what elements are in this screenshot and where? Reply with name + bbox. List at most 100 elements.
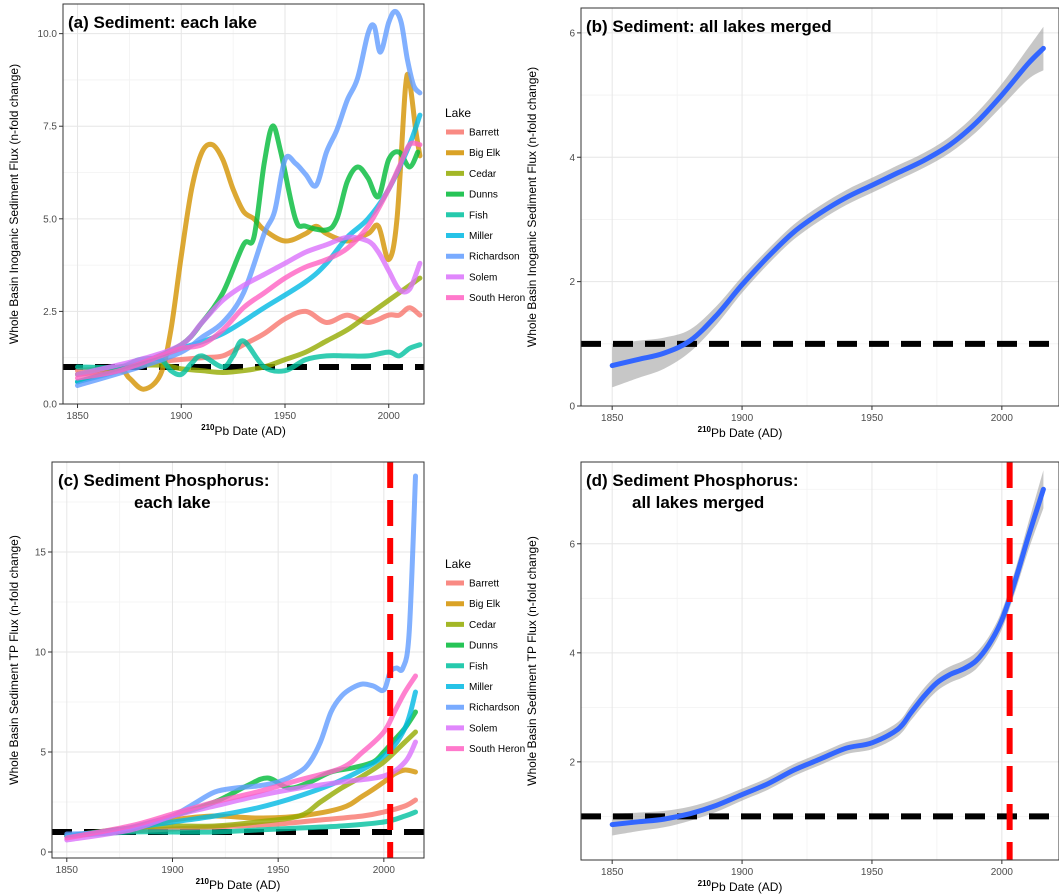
panel-d-grid — [581, 462, 1059, 860]
panel-c-series — [64, 473, 418, 843]
y-tick-label: 10 — [35, 648, 47, 659]
y-tick-label: 2 — [569, 277, 575, 288]
panel-a-frame — [62, 3, 425, 405]
legend-label-solem: Solem — [469, 723, 497, 734]
panel-c: 1850 1900 1950 2000 0 5 10 15 (c) Sediment Phos… — [7, 461, 525, 892]
panel-d-frame — [580, 461, 1059, 861]
panel-d-x-axis-title: 210Pb Date (AD) — [698, 879, 783, 894]
panel-d-title-line2: all lakes merged — [632, 493, 764, 512]
y-tick-label: 0.0 — [43, 400, 57, 411]
panel-c-ticks: 1850 1900 1950 2000 0 5 10 15 — [35, 548, 396, 877]
y-tick-label: 7.5 — [43, 122, 57, 133]
x-tick-label: 1900 — [731, 413, 754, 424]
panel-d-ticks: 1850 1900 1950 2000 2 4 6 — [569, 539, 1013, 878]
series-line-fish — [64, 809, 418, 839]
legend-label-fish: Fish — [469, 210, 488, 221]
legend-label-dunns: Dunns — [469, 190, 498, 201]
x-tick-label: 1850 — [601, 867, 624, 878]
panel-a-legend-title: Lake — [445, 106, 471, 120]
series-line-cedar — [75, 275, 423, 377]
y-tick-label: 5 — [40, 748, 46, 759]
y-tick-label: 0 — [40, 848, 46, 859]
x-tick-label: 1950 — [861, 867, 884, 878]
panel-d-x-axis-label: Pb Date (AD) — [711, 880, 782, 894]
legend-label-south-heron: South Heron — [469, 293, 525, 304]
series-line-fish — [75, 338, 423, 378]
y-tick-label: 4 — [569, 153, 575, 164]
panel-b-x-axis-superscript: 210 — [698, 425, 712, 434]
x-tick-label: 2000 — [378, 411, 401, 422]
panel-d: 1850 1900 1950 2000 2 4 6 (d) Sediment Phospho… — [525, 461, 1059, 894]
series-line-merged-trend — [609, 486, 1046, 828]
series-line-merged-trend — [609, 45, 1046, 369]
y-tick-label: 0 — [569, 402, 575, 413]
x-tick-label: 1950 — [861, 413, 884, 424]
x-tick-label: 1900 — [731, 867, 754, 878]
legend-label-solem: Solem — [469, 272, 497, 283]
y-tick-label: 2 — [569, 757, 575, 768]
x-tick-label: 1850 — [56, 865, 79, 876]
panel-c-frame — [51, 461, 425, 859]
panel-b-series — [609, 45, 1046, 369]
y-tick-label: 15 — [35, 548, 47, 559]
legend-label-south-heron: South Heron — [469, 744, 525, 755]
x-tick-label: 1850 — [66, 411, 89, 422]
y-tick-label: 4 — [569, 648, 575, 659]
panel-c-legend-title: Lake — [445, 557, 471, 571]
legend-label-barrett: Barrett — [469, 579, 499, 590]
panel-b-frame — [580, 7, 1059, 407]
series-line-south-heron — [64, 673, 418, 841]
x-tick-label: 1900 — [170, 411, 193, 422]
series-line-barrett — [75, 305, 423, 374]
series-line-solem — [64, 739, 418, 843]
y-tick-label: 5.0 — [43, 214, 57, 225]
x-tick-label: 2000 — [373, 865, 396, 876]
series-line-richardson — [75, 8, 423, 388]
x-tick-label: 1950 — [274, 411, 297, 422]
series-line-cedar — [64, 729, 418, 839]
series-line-solem — [75, 234, 423, 377]
panel-b: 1850 1900 1950 2000 0 2 4 6 (b) Sediment: all l… — [525, 7, 1059, 440]
y-tick-label: 6 — [569, 28, 575, 39]
panel-c-x-axis-superscript: 210 — [196, 877, 210, 886]
legend-label-miller: Miller — [469, 231, 494, 242]
panel-c-title: (c) Sediment Phosphorus: — [58, 471, 270, 490]
legend-label-barrett: Barrett — [469, 128, 499, 139]
legend-label-big-elk: Big Elk — [469, 599, 501, 610]
x-tick-label: 2000 — [991, 867, 1014, 878]
panel-b-title: (b) Sediment: all lakes merged — [586, 17, 832, 36]
panel-b-x-axis-label: Pb Date (AD) — [711, 426, 782, 440]
panel-b-y-axis-title: Whole Basin Inoganic Sediment Flux (n-fo… — [525, 67, 539, 347]
panel-d-title: (d) Sediment Phosphorus: — [586, 471, 799, 490]
series-line-richardson — [64, 473, 418, 837]
panel-d-y-axis-title: Whole Basin Sediment TP Flux (n-fold cha… — [525, 536, 539, 786]
panel-c-y-axis-title: Whole Basin Sediment TP Flux (n-fold cha… — [7, 535, 21, 785]
y-tick-label: 2.5 — [43, 307, 57, 318]
x-tick-label: 1850 — [601, 413, 624, 424]
legend-label-richardson: Richardson — [469, 252, 520, 263]
panel-b-ticks: 1850 1900 1950 2000 0 2 4 6 — [569, 28, 1013, 424]
panel-a-legend: Lake Barrett Big Elk Cedar Dunns Fish Miller R… — [445, 106, 525, 304]
panel-a-x-axis-label: Pb Date (AD) — [215, 424, 286, 438]
legend-label-dunns: Dunns — [469, 641, 498, 652]
panel-c-legend: Lake Barrett Big Elk Cedar Dunns Fish Miller R… — [445, 557, 525, 755]
series-line-south-heron — [75, 140, 423, 381]
legend-label-big-elk: Big Elk — [469, 148, 501, 159]
panel-a-ticks: 1850 1900 1950 2000 0.0 2.5 5.0 7.5 10.0 — [38, 29, 401, 422]
legend-label-fish: Fish — [469, 661, 488, 672]
panel-a-title: (a) Sediment: each lake — [68, 13, 257, 32]
panel-c-x-axis-label: Pb Date (AD) — [209, 878, 280, 892]
legend-label-cedar: Cedar — [469, 620, 497, 631]
y-tick-label: 10.0 — [38, 29, 58, 40]
x-tick-label: 2000 — [991, 413, 1014, 424]
panel-c-x-axis-title: 210Pb Date (AD) — [196, 877, 281, 892]
panel-b-x-axis-title: 210Pb Date (AD) — [698, 425, 783, 440]
panel-a-x-axis-title: 210Pb Date (AD) — [201, 423, 286, 438]
x-tick-label: 1900 — [161, 865, 184, 876]
panel-a-series — [75, 8, 423, 392]
panel-a: 1850 1900 1950 2000 0.0 2.5 5.0 7.5 10.0 (a) Sed… — [7, 3, 525, 438]
panel-d-x-axis-superscript: 210 — [698, 879, 712, 888]
panel-a-y-axis-title: Whole Basin Inoganic Sediment Flux (n-fo… — [7, 64, 21, 344]
y-tick-label: 6 — [569, 539, 575, 550]
